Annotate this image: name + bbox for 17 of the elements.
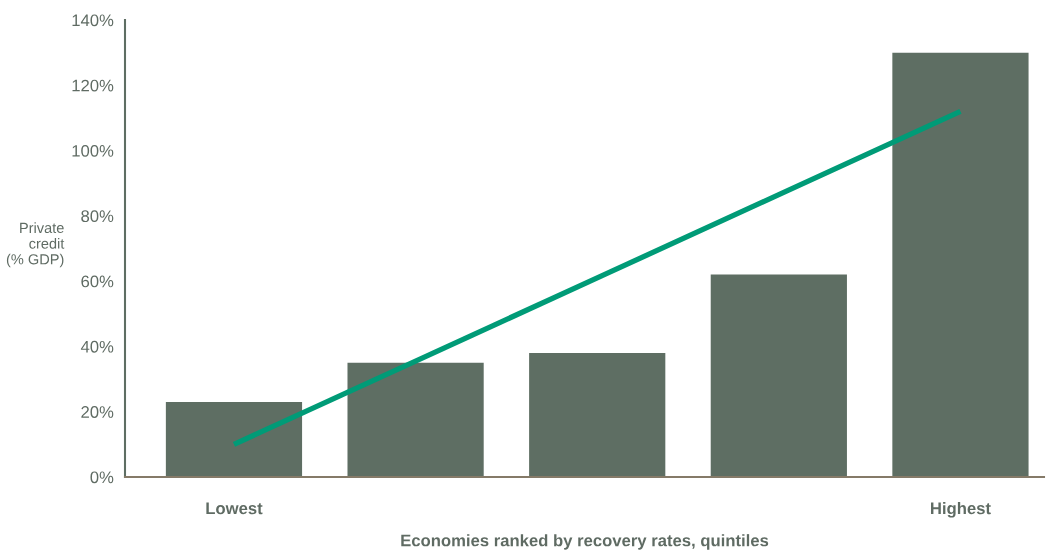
bar <box>347 362 484 477</box>
bar <box>165 401 303 477</box>
y-tick-label: 40% <box>80 340 114 353</box>
y-tick-label: 120% <box>72 79 114 92</box>
x-tick-label: Lowest <box>206 502 263 515</box>
y-tick-label: 0% <box>90 471 114 484</box>
y-tick-label: 140% <box>72 14 114 27</box>
bar <box>892 52 1029 477</box>
y-tick-label: 60% <box>81 275 114 288</box>
x-axis-title: Economies ranked by recovery rates, quintiles <box>401 534 769 550</box>
y-tick-label: 100% <box>72 144 114 157</box>
y-tick-label: 80% <box>81 210 114 223</box>
y-tick-label: 20% <box>81 406 114 418</box>
x-tick-label: Highest <box>931 502 991 518</box>
bar <box>529 352 666 477</box>
y-axis-title: Private credit (% GDP) <box>6 222 65 268</box>
bar <box>710 274 847 477</box>
